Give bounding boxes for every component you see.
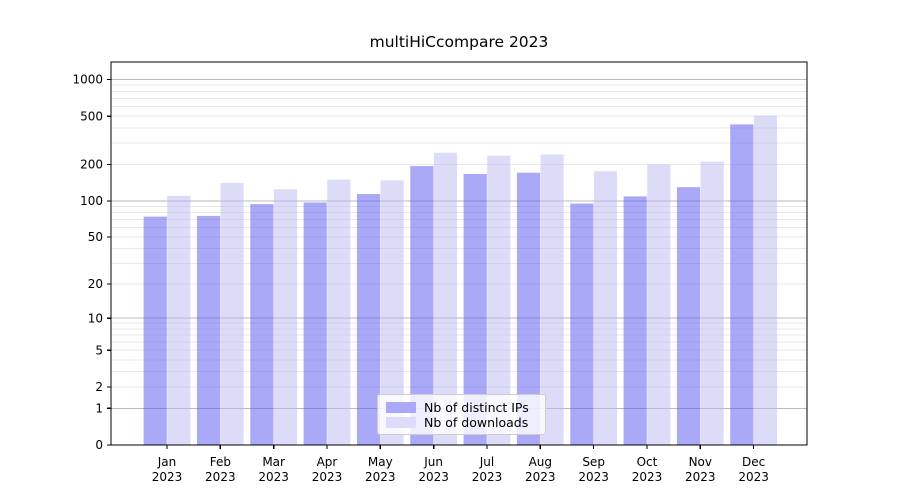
- x-tick-label-aug: Aug 2023: [525, 455, 556, 484]
- x-tick-label-nov: Nov 2023: [685, 455, 716, 484]
- bar-downloads-sep: [593, 171, 618, 446]
- legend-label-distinct-ips: Nb of distinct IPs: [424, 400, 529, 415]
- x-tick-label-sep: Sep 2023: [578, 455, 609, 484]
- chart-title: multiHiCcompare 2023: [369, 33, 549, 51]
- bar-downloads-apr: [327, 179, 351, 446]
- bar-downloads-dec: [753, 115, 778, 445]
- legend-swatch-distinct-ips: [386, 402, 416, 413]
- y-tick-label-2: 2: [95, 380, 103, 394]
- bar-distinct-ips-may: [356, 194, 381, 445]
- y-tick-label-1: 1: [95, 402, 103, 416]
- y-tick-label-0: 0: [95, 438, 103, 452]
- x-tick-label-apr: Apr 2023: [312, 455, 343, 484]
- y-tick-label-1000: 1000: [72, 73, 103, 87]
- bar-distinct-ips-feb: [196, 215, 221, 445]
- bar-downloads-nov: [700, 161, 724, 446]
- bar-distinct-ips-jan: [143, 216, 167, 445]
- y-tick-label-50: 50: [88, 230, 103, 244]
- plot-border: [110, 61, 808, 446]
- x-tick-label-dec: Dec 2023: [738, 455, 769, 484]
- legend: Nb of distinct IPs Nb of downloads: [377, 394, 546, 435]
- x-tick-label-may: May 2023: [365, 455, 396, 484]
- bar-downloads-oct: [647, 164, 671, 446]
- bar-downloads-jun: [433, 152, 458, 446]
- bar-downloads-mar: [273, 189, 298, 445]
- x-tick-label-jun: Jun 2023: [418, 455, 449, 484]
- x-tick-label-oct: Oct 2023: [632, 455, 663, 484]
- x-tick-label-feb: Feb 2023: [205, 455, 236, 484]
- bar-downloads-feb: [220, 182, 244, 446]
- bar-distinct-ips-jun: [410, 166, 434, 445]
- bar-distinct-ips-dec: [730, 124, 754, 445]
- bar-distinct-ips-jul: [463, 173, 487, 445]
- bar-distinct-ips-mar: [250, 204, 274, 445]
- y-tick-label-500: 500: [80, 109, 103, 123]
- bar-downloads-jul: [487, 155, 511, 445]
- bar-distinct-ips-oct: [623, 196, 647, 445]
- y-tick-label-20: 20: [88, 277, 103, 291]
- bar-distinct-ips-aug: [516, 172, 541, 445]
- bar-distinct-ips-nov: [676, 187, 701, 445]
- bar-downloads-aug: [540, 154, 564, 445]
- y-tick-label-100: 100: [80, 194, 103, 208]
- legend-swatch-downloads: [386, 417, 416, 428]
- legend-entry-distinct-ips: Nb of distinct IPs: [386, 400, 537, 415]
- bar-distinct-ips-apr: [303, 202, 327, 445]
- y-tick-label-5: 5: [95, 343, 103, 357]
- y-tick-label-10: 10: [88, 311, 103, 325]
- bar-downloads-jan: [167, 195, 191, 445]
- legend-label-downloads: Nb of downloads: [424, 415, 529, 430]
- x-tick-label-mar: Mar 2023: [258, 455, 289, 484]
- x-tick-label-jul: Jul 2023: [472, 455, 503, 484]
- bar-downloads-may: [380, 180, 404, 445]
- legend-entry-downloads: Nb of downloads: [386, 415, 537, 430]
- x-tick-label-jan: Jan 2023: [152, 455, 183, 484]
- y-tick-label-200: 200: [80, 158, 103, 172]
- bar-distinct-ips-sep: [570, 203, 594, 445]
